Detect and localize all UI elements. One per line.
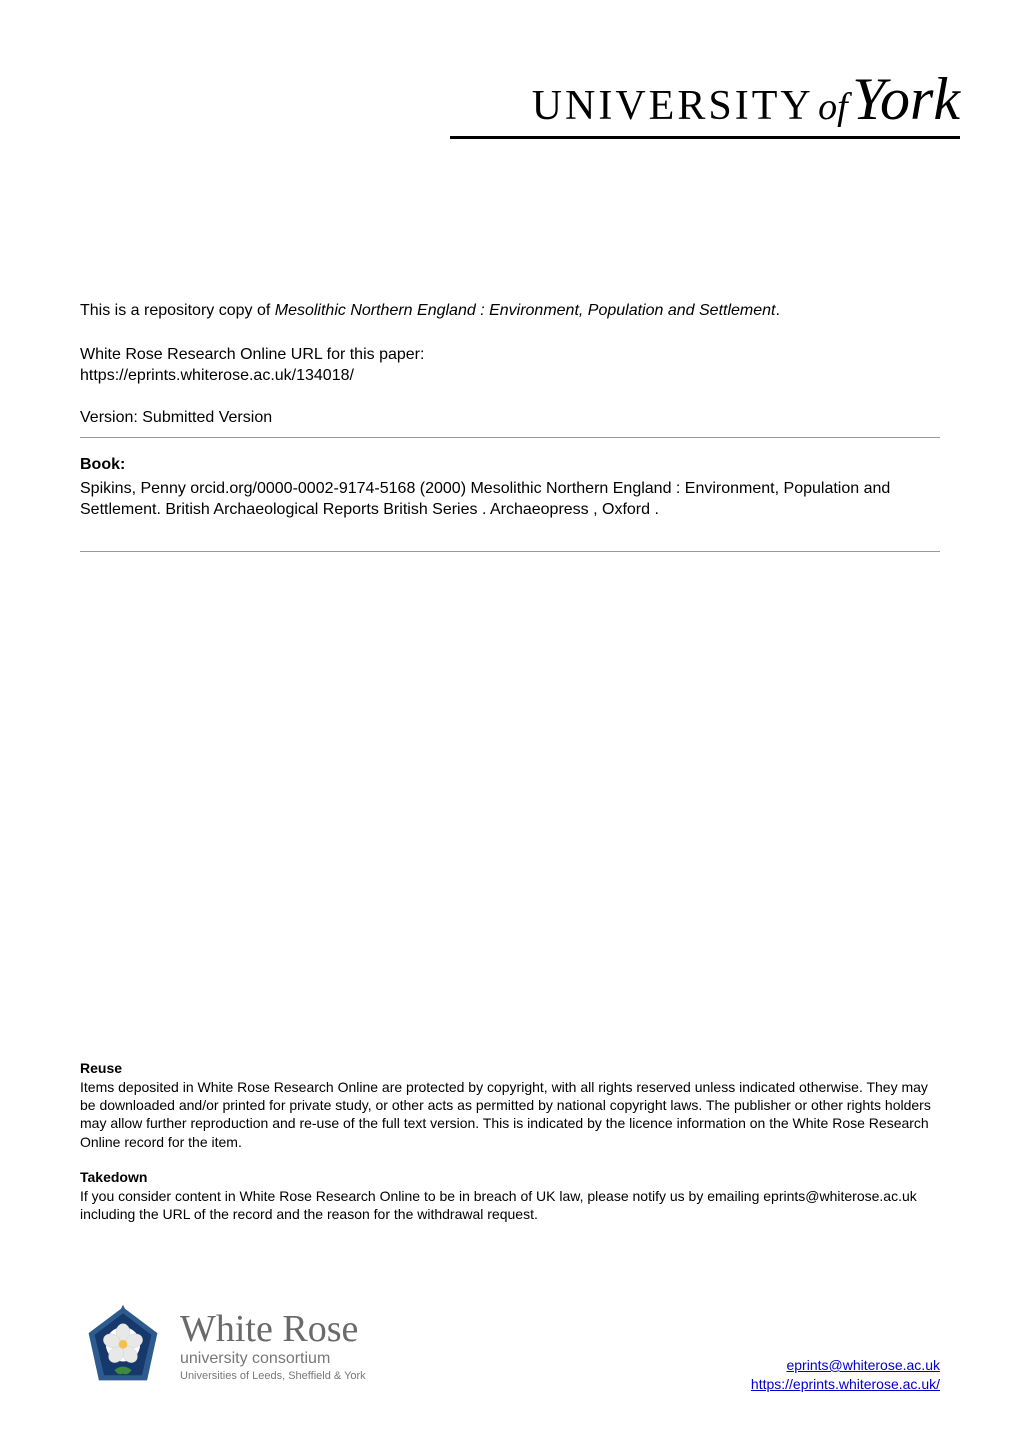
reuse-body: Items deposited in White Rose Research O… <box>80 1078 940 1151</box>
intro-suffix: . <box>775 302 779 319</box>
footer-links: eprints@whiterose.ac.uk https://eprints.… <box>751 1356 940 1395</box>
white-rose-badge-icon <box>80 1303 166 1389</box>
takedown-heading: Takedown <box>80 1169 940 1185</box>
footer-email-link[interactable]: eprints@whiterose.ac.uk <box>786 1357 940 1373</box>
book-heading: Book: <box>80 456 940 474</box>
intro-prefix: This is a repository copy of <box>80 302 275 319</box>
version-line: Version: Submitted Version <box>80 409 940 427</box>
logo-university: UNIVERSITY <box>532 83 814 129</box>
main-content: This is a repository copy of Mesolithic … <box>80 300 940 552</box>
divider-bottom <box>80 551 940 552</box>
divider-top <box>80 437 940 438</box>
footer: White Rose university consortium Univers… <box>80 1303 940 1413</box>
logo-york: York <box>852 66 960 132</box>
logo-of: of <box>818 86 848 128</box>
footer-subtitle-1: university consortium <box>180 1350 366 1368</box>
url-block: White Rose Research Online URL for this … <box>80 344 940 387</box>
intro-paragraph: This is a repository copy of Mesolithic … <box>80 300 940 322</box>
university-logo: UNIVERSITY of York <box>440 65 960 139</box>
footer-brand: White Rose <box>180 1310 366 1348</box>
intro-title: Mesolithic Northern England : Environmen… <box>275 302 776 319</box>
book-citation: Spikins, Penny orcid.org/0000-0002-9174-… <box>80 478 940 521</box>
url-label: White Rose Research Online URL for this … <box>80 346 424 363</box>
reuse-takedown-block: Reuse Items deposited in White Rose Rese… <box>80 1060 940 1223</box>
logo-underline <box>450 136 960 139</box>
logo-wordmark: UNIVERSITY of York <box>440 65 960 134</box>
footer-subtitle-2: Universities of Leeds, Sheffield & York <box>180 1370 366 1382</box>
reuse-heading: Reuse <box>80 1060 940 1076</box>
footer-site-link[interactable]: https://eprints.whiterose.ac.uk/ <box>751 1376 940 1392</box>
footer-text-stack: White Rose university consortium Univers… <box>180 1310 366 1382</box>
takedown-body: If you consider content in White Rose Re… <box>80 1187 940 1223</box>
url-value: https://eprints.whiterose.ac.uk/134018/ <box>80 367 354 384</box>
